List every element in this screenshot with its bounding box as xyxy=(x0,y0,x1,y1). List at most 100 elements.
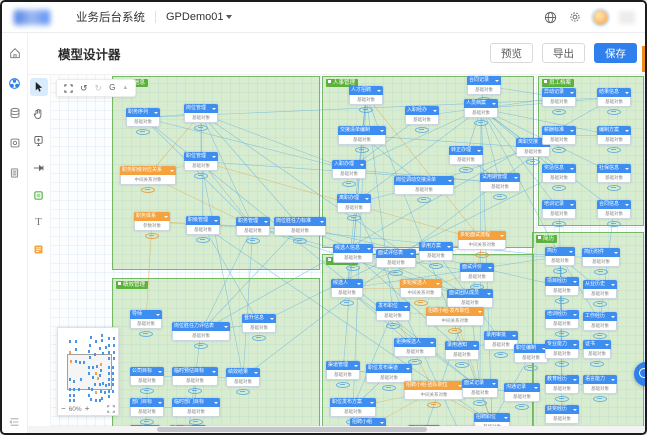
node-dropdown-icon[interactable] xyxy=(154,111,158,114)
nav-database-icon[interactable] xyxy=(2,100,27,126)
node-anchor-ellipse[interactable] xyxy=(594,269,608,275)
node-dropdown-icon[interactable] xyxy=(458,384,462,387)
node-anchor-ellipse[interactable] xyxy=(552,221,566,227)
node-dropdown-icon[interactable] xyxy=(365,197,369,200)
entity-node[interactable]: 试用期管理 基础对象 xyxy=(480,173,520,192)
entity-node[interactable]: 沟通记录 基础对象 xyxy=(504,383,540,402)
node-anchor-ellipse[interactable] xyxy=(342,181,356,187)
node-dropdown-icon[interactable] xyxy=(487,292,491,295)
node-dropdown-icon[interactable] xyxy=(500,234,504,237)
node-dropdown-icon[interactable] xyxy=(611,378,615,381)
node-anchor-ellipse[interactable] xyxy=(382,385,396,391)
entity-node[interactable]: 职务序列 基础对象 xyxy=(126,108,160,127)
node-dropdown-icon[interactable] xyxy=(625,91,629,94)
node-dropdown-icon[interactable] xyxy=(573,313,577,316)
node-dropdown-icon[interactable] xyxy=(473,344,477,347)
node-anchor-ellipse[interactable] xyxy=(389,270,403,276)
node-anchor-ellipse[interactable] xyxy=(194,343,208,349)
zoom-in-button[interactable]: + xyxy=(84,404,90,413)
minimap-map[interactable] xyxy=(60,330,116,404)
entity-node[interactable]: 项目经历 基础对象 xyxy=(545,277,579,296)
entity-node[interactable]: 职位发布渠道 基础对象 xyxy=(366,364,412,383)
model-canvas[interactable]: 组织信息人事管理员工档案招聘管理简历绩效管理 职务序列基础对象岗位管理基础对象职… xyxy=(50,74,645,430)
node-dropdown-icon[interactable] xyxy=(270,317,274,320)
text-tool-icon[interactable]: T xyxy=(35,216,42,228)
nav-home-icon[interactable] xyxy=(2,40,27,66)
node-anchor-ellipse[interactable] xyxy=(336,382,350,388)
entity-node[interactable]: 离职办理 基础对象 xyxy=(337,194,371,213)
node-dropdown-icon[interactable] xyxy=(367,247,371,250)
entity-node[interactable]: 多轮候选人 中间关系对象 xyxy=(400,279,442,298)
node-dropdown-icon[interactable] xyxy=(448,179,452,182)
node-anchor-ellipse[interactable] xyxy=(524,365,538,371)
node-anchor-ellipse[interactable] xyxy=(555,396,569,402)
entity-node[interactable]: 岗位调动交接清单 基础对象 xyxy=(394,176,454,195)
node-anchor-ellipse[interactable] xyxy=(236,389,250,395)
entity-node[interactable]: 简历附件 基础对象 xyxy=(582,248,620,267)
node-anchor-ellipse[interactable] xyxy=(515,404,529,410)
node-anchor-ellipse[interactable] xyxy=(359,107,373,113)
node-dropdown-icon[interactable] xyxy=(492,382,496,385)
node-dropdown-icon[interactable] xyxy=(156,313,160,316)
node-anchor-ellipse[interactable] xyxy=(140,388,154,394)
node-anchor-ellipse[interactable] xyxy=(459,167,473,173)
node-anchor-ellipse[interactable] xyxy=(386,323,400,329)
node-dropdown-icon[interactable] xyxy=(570,167,574,170)
node-dropdown-icon[interactable] xyxy=(573,378,577,381)
node-dropdown-icon[interactable] xyxy=(436,282,440,285)
node-dropdown-icon[interactable] xyxy=(611,283,615,286)
node-anchor-ellipse[interactable] xyxy=(473,400,487,406)
entity-node[interactable]: 奖惩信息 基础对象 xyxy=(542,164,576,183)
entity-node[interactable]: 结果信息 基础对象 xyxy=(597,88,631,107)
node-dropdown-icon[interactable] xyxy=(404,305,408,308)
entity-node[interactable]: 专业能力 基础对象 xyxy=(545,340,579,359)
redo-icon[interactable]: ↻ xyxy=(94,83,103,93)
node-dropdown-icon[interactable] xyxy=(370,401,374,404)
entity-node[interactable]: 录用审批 基础对象 xyxy=(484,331,518,350)
node-anchor-ellipse[interactable] xyxy=(414,300,428,306)
entity-node[interactable]: 岗位胜任力标准 基础对象 xyxy=(274,217,326,236)
node-dropdown-icon[interactable] xyxy=(488,266,492,269)
node-dropdown-icon[interactable] xyxy=(158,401,162,404)
export-button[interactable]: 导出 xyxy=(542,43,585,63)
nav-component-icon[interactable] xyxy=(2,130,27,156)
entity-node[interactable]: 职务职级对应关系 中间关系对象 xyxy=(120,166,176,185)
entity-node[interactable]: 从业历史 基础对象 xyxy=(583,280,617,299)
node-dropdown-icon[interactable] xyxy=(264,220,268,223)
node-dropdown-icon[interactable] xyxy=(212,370,216,373)
entity-node[interactable]: 教育经历 基础对象 xyxy=(545,375,579,394)
zoom-out-button[interactable]: − xyxy=(61,404,66,413)
node-dropdown-icon[interactable] xyxy=(430,341,434,344)
entity-node[interactable]: 入职办理 基础对象 xyxy=(332,160,366,179)
entity-node[interactable]: 异动记录 基础对象 xyxy=(542,88,576,107)
entity-node[interactable]: 交接清单编制 基础对象 xyxy=(338,126,386,145)
node-dropdown-icon[interactable] xyxy=(534,386,538,389)
save-button[interactable]: 保存 xyxy=(594,43,637,63)
node-anchor-ellipse[interactable] xyxy=(552,109,566,115)
node-anchor-ellipse[interactable] xyxy=(475,252,489,258)
node-dropdown-icon[interactable] xyxy=(447,245,451,248)
node-dropdown-icon[interactable] xyxy=(614,251,618,254)
node-anchor-ellipse[interactable] xyxy=(448,328,462,334)
entity-node[interactable]: 候选人 基础对象 xyxy=(331,279,363,298)
settings-gear-icon[interactable] xyxy=(568,10,582,24)
node-anchor-ellipse[interactable] xyxy=(494,352,508,358)
node-dropdown-icon[interactable] xyxy=(254,371,258,374)
node-dropdown-icon[interactable] xyxy=(320,220,324,223)
node-anchor-ellipse[interactable] xyxy=(493,194,507,200)
node-dropdown-icon[interactable] xyxy=(514,176,518,179)
node-anchor-ellipse[interactable] xyxy=(555,331,569,337)
node-dropdown-icon[interactable] xyxy=(570,203,574,206)
node-anchor-ellipse[interactable] xyxy=(246,238,260,244)
entity-node[interactable]: 渠道管理 基础对象 xyxy=(326,361,360,380)
entity-node[interactable]: 职位管理 基础对象 xyxy=(184,152,218,171)
nav-model-designer-icon[interactable] xyxy=(2,70,27,96)
collapse-sidebar-icon[interactable] xyxy=(2,417,27,427)
node-dropdown-icon[interactable] xyxy=(214,401,218,404)
entity-node[interactable]: 录用方案 基础对象 xyxy=(419,242,453,261)
node-anchor-ellipse[interactable] xyxy=(593,333,607,339)
node-dropdown-icon[interactable] xyxy=(164,215,168,218)
node-dropdown-icon[interactable] xyxy=(478,310,482,313)
entity-node[interactable]: 招聘小组-发布职位 中间关系对象 xyxy=(426,307,484,326)
node-anchor-ellipse[interactable] xyxy=(607,109,621,115)
